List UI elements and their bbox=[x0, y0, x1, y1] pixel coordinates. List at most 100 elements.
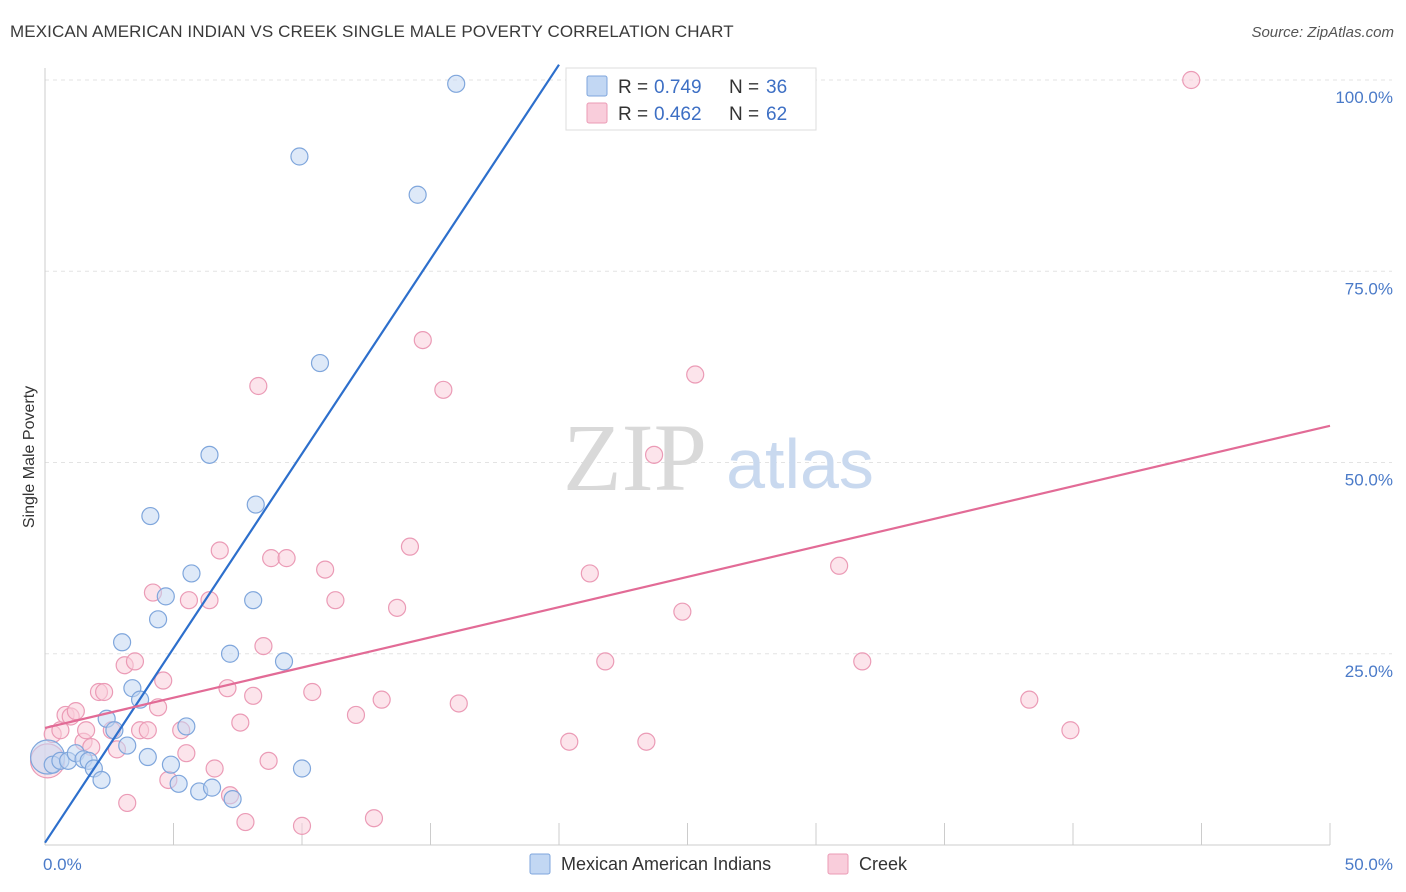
creek-point-43 bbox=[364, 809, 384, 828]
mexican-american-indians-point-11 bbox=[112, 633, 132, 652]
legend-r-value-1: 0.749 bbox=[654, 77, 702, 98]
watermark-zip: ZIP bbox=[563, 404, 707, 511]
mexican-american-indians-point-30 bbox=[274, 652, 294, 671]
creek-point-17 bbox=[138, 721, 157, 740]
legend-swatch-blue bbox=[586, 75, 608, 97]
creek-point-45 bbox=[387, 598, 407, 617]
legend-swatch-pink bbox=[586, 102, 608, 124]
mexican-american-indians-point-20 bbox=[169, 774, 188, 793]
creek-point-49 bbox=[449, 694, 468, 713]
creek-point-50 bbox=[560, 732, 579, 751]
bottom-legend: Mexican American Indians Creek bbox=[529, 853, 908, 875]
creek-point-54 bbox=[644, 445, 664, 464]
mexican-american-indians-point-22 bbox=[182, 564, 201, 583]
creek-point-52 bbox=[596, 652, 615, 671]
creek-point-39 bbox=[303, 682, 322, 702]
creek-point-60 bbox=[1061, 721, 1080, 740]
mexican-american-indians-point-35 bbox=[447, 74, 466, 93]
creek-point-51 bbox=[580, 564, 599, 583]
bottom-legend-swatch-pink bbox=[827, 853, 849, 875]
x-tick-label-1: 50.0% bbox=[1345, 855, 1393, 874]
mexican-american-indians-points bbox=[29, 74, 466, 809]
creek-point-26 bbox=[205, 759, 224, 778]
source-note: Source: ZipAtlas.com bbox=[1251, 24, 1394, 41]
legend-n-label-1: N = bbox=[729, 77, 759, 98]
mexican-american-indians-point-17 bbox=[148, 610, 168, 629]
legend-r-label-1: R = bbox=[618, 77, 648, 98]
creek-point-34 bbox=[254, 636, 273, 656]
watermark: ZIP atlas bbox=[563, 404, 874, 511]
y-tick-label-2: 75.0% bbox=[1345, 279, 1393, 298]
mexican-american-indians-point-27 bbox=[223, 789, 242, 809]
watermark-atlas: atlas bbox=[726, 425, 874, 503]
creek-point-59 bbox=[1020, 690, 1039, 709]
creek-point-42 bbox=[346, 705, 366, 725]
legend-n-value-2: 62 bbox=[766, 104, 787, 125]
creek-point-30 bbox=[231, 713, 250, 732]
y-axis-label: Single Male Poverty bbox=[21, 386, 38, 528]
creek-point-37 bbox=[277, 549, 296, 568]
y-tick-label-3: 100.0% bbox=[1335, 88, 1393, 107]
mexican-american-indians-trendline bbox=[44, 64, 560, 844]
axes: 25.0% 50.0% 75.0% 100.0% 0.0% 50.0% bbox=[43, 68, 1393, 874]
legend-r-label-2: R = bbox=[618, 104, 648, 125]
creek-point-36 bbox=[262, 549, 281, 568]
bottom-legend-label-blue: Mexican American Indians bbox=[561, 854, 771, 874]
mexican-american-indians-point-25 bbox=[202, 778, 222, 797]
creek-point-5 bbox=[66, 702, 85, 721]
creek-point-20 bbox=[154, 671, 173, 690]
mexican-american-indians-point-19 bbox=[161, 755, 181, 774]
creek-point-61 bbox=[1182, 70, 1201, 90]
creek-point-25 bbox=[200, 591, 219, 610]
creek-point-40 bbox=[316, 560, 335, 579]
creek-point-48 bbox=[434, 380, 453, 399]
mexican-american-indians-point-32 bbox=[292, 759, 312, 778]
creek-point-53 bbox=[637, 732, 656, 751]
creek-point-55 bbox=[673, 602, 692, 621]
mexican-american-indians-point-31 bbox=[290, 147, 309, 166]
mexican-american-indians-point-16 bbox=[141, 506, 160, 526]
legend-box: R = 0.749 N = 36 R = 0.462 N = 62 bbox=[565, 67, 817, 131]
gridlines bbox=[45, 79, 1392, 655]
creek-trendline bbox=[44, 424, 1331, 730]
y-tick-label-0: 25.0% bbox=[1345, 662, 1393, 681]
mexican-american-indians-point-26 bbox=[220, 644, 240, 663]
creek-point-35 bbox=[259, 751, 278, 770]
y-tick-label-1: 50.0% bbox=[1345, 471, 1393, 490]
mexican-american-indians-point-34 bbox=[408, 185, 427, 204]
creek-point-46 bbox=[400, 537, 420, 556]
creek-point-41 bbox=[326, 591, 345, 610]
creek-point-24 bbox=[179, 591, 199, 610]
creek-point-56 bbox=[686, 365, 705, 384]
legend-r-value-2: 0.462 bbox=[654, 104, 702, 125]
mexican-american-indians-point-29 bbox=[246, 495, 265, 514]
x-tick-label-0: 0.0% bbox=[43, 855, 82, 874]
mexican-american-indians-point-18 bbox=[156, 587, 175, 606]
mexican-american-indians-point-12 bbox=[118, 736, 137, 755]
creek-point-58 bbox=[853, 652, 872, 671]
creek-point-23 bbox=[177, 744, 196, 763]
creek-point-32 bbox=[244, 686, 263, 705]
mexican-american-indians-point-24 bbox=[200, 445, 219, 464]
trendlines bbox=[44, 64, 1331, 844]
mexican-american-indians-point-28 bbox=[244, 591, 263, 610]
mexican-american-indians-point-8 bbox=[92, 770, 111, 790]
creek-point-33 bbox=[249, 376, 268, 396]
creek-point-7 bbox=[77, 721, 96, 740]
bottom-legend-swatch-blue bbox=[529, 853, 551, 875]
legend-n-value-1: 36 bbox=[766, 77, 787, 98]
creek-point-44 bbox=[372, 690, 391, 709]
creek-point-15 bbox=[125, 652, 145, 671]
creek-point-28 bbox=[218, 679, 237, 698]
mexican-american-indians-point-21 bbox=[177, 717, 196, 736]
mexican-american-indians-point-33 bbox=[310, 353, 330, 373]
creek-point-47 bbox=[413, 331, 432, 350]
creek-point-27 bbox=[210, 541, 229, 560]
mexican-american-indians-point-15 bbox=[138, 747, 157, 767]
creek-point-38 bbox=[292, 816, 312, 835]
creek-point-14 bbox=[118, 793, 137, 813]
creek-point-31 bbox=[236, 812, 255, 832]
chart-title: MEXICAN AMERICAN INDIAN VS CREEK SINGLE … bbox=[10, 22, 734, 41]
creek-point-57 bbox=[830, 556, 849, 575]
